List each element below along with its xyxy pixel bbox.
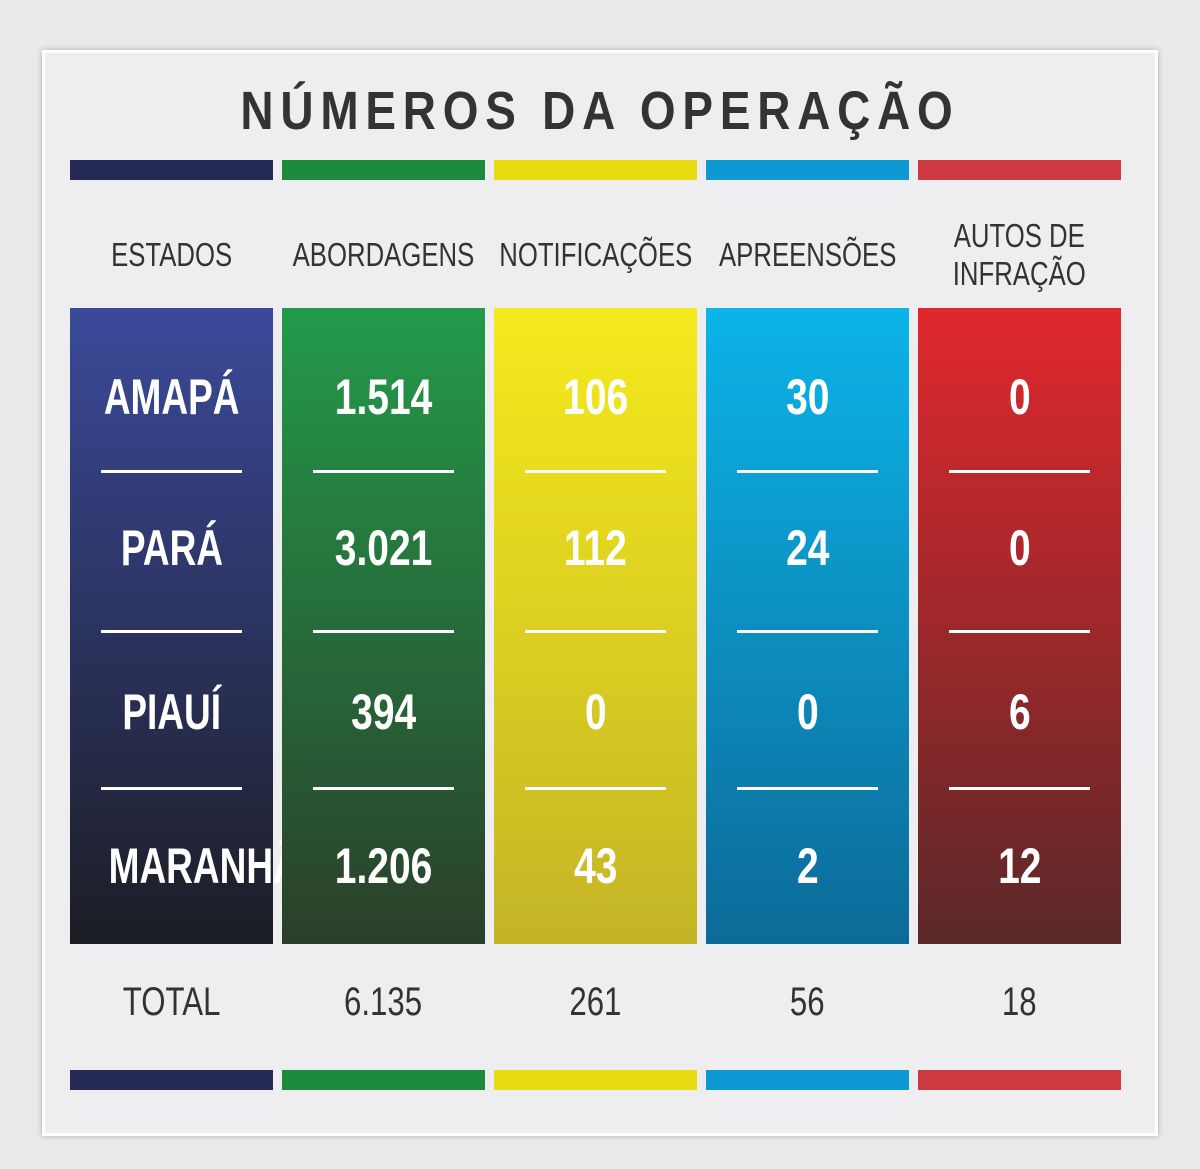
color-bar-bottom xyxy=(70,1070,273,1090)
cell-value: 12 xyxy=(997,838,1042,894)
row-separator xyxy=(101,470,242,473)
total-value: 18 xyxy=(918,972,1121,1032)
data-cell: 106 xyxy=(494,362,697,432)
column-header: ESTADOS xyxy=(70,210,273,300)
column-header: APREENSÕES xyxy=(706,210,909,300)
cell-value: 2 xyxy=(796,838,819,894)
cell-value: 43 xyxy=(573,838,618,894)
column-panel xyxy=(706,308,909,944)
total-label: TOTAL xyxy=(70,972,273,1032)
color-bar-bottom xyxy=(494,1070,697,1090)
cell-value: 0 xyxy=(796,684,819,740)
column-header-label: NOTIFICAÇÕES xyxy=(498,236,693,274)
state-name: PARÁ xyxy=(70,513,273,583)
data-cell: 1.206 xyxy=(282,831,485,901)
cell-value: 0 xyxy=(1008,369,1031,425)
data-cell: 112 xyxy=(494,513,697,583)
color-bar-top xyxy=(706,160,909,180)
data-cell: 394 xyxy=(282,677,485,747)
column-header-label: AUTOS DE INFRAÇÃO xyxy=(952,217,1086,292)
color-bar-bottom xyxy=(282,1070,485,1090)
page-title: NÚMEROS DA OPERAÇÃO xyxy=(240,81,960,141)
row-separator xyxy=(737,787,878,790)
cell-value: 1.514 xyxy=(334,369,433,425)
row-separator xyxy=(949,787,1090,790)
column-header: AUTOS DE INFRAÇÃO xyxy=(918,210,1121,300)
column-panel xyxy=(494,308,697,944)
state-name: AMAPÁ xyxy=(70,362,273,432)
cell-value: 1.206 xyxy=(334,838,433,894)
row-separator xyxy=(101,787,242,790)
row-separator xyxy=(525,630,666,633)
cell-value: 106 xyxy=(562,369,629,425)
column-header: NOTIFICAÇÕES xyxy=(494,210,697,300)
data-cell: 1.514 xyxy=(282,362,485,432)
row-separator xyxy=(737,630,878,633)
total-value: 6.135 xyxy=(282,972,485,1032)
row-separator xyxy=(737,470,878,473)
row-separator xyxy=(949,470,1090,473)
state-name: PIAUÍ xyxy=(70,677,273,747)
row-separator xyxy=(313,470,454,473)
total-text: 261 xyxy=(569,980,622,1024)
data-cell: 6 xyxy=(918,677,1121,747)
row-separator xyxy=(313,787,454,790)
color-bar-bottom xyxy=(918,1070,1121,1090)
cell-value: 0 xyxy=(584,684,607,740)
cell-value: PIAUÍ xyxy=(122,684,221,740)
data-cell: 0 xyxy=(706,677,909,747)
data-cell: 43 xyxy=(494,831,697,901)
cell-value: 394 xyxy=(350,684,417,740)
color-bar-bottom xyxy=(706,1070,909,1090)
column-header: ABORDAGENS xyxy=(282,210,485,300)
row-separator xyxy=(949,630,1090,633)
row-separator xyxy=(525,470,666,473)
cell-value: PARÁ xyxy=(120,520,223,576)
color-bar-top xyxy=(282,160,485,180)
total-text: 56 xyxy=(790,980,825,1024)
data-cell: 0 xyxy=(918,362,1121,432)
cell-value: 6 xyxy=(1008,684,1031,740)
data-cell: 0 xyxy=(918,513,1121,583)
total-text: TOTAL xyxy=(122,980,221,1024)
color-bar-top xyxy=(70,160,273,180)
column-header-label: ESTADOS xyxy=(110,236,233,274)
cell-value: 112 xyxy=(564,520,627,576)
row-separator xyxy=(525,787,666,790)
data-cell: 0 xyxy=(494,677,697,747)
total-text: 18 xyxy=(1002,980,1037,1024)
data-cell: 2 xyxy=(706,831,909,901)
row-separator xyxy=(313,630,454,633)
cell-value: 0 xyxy=(1008,520,1031,576)
column-panel xyxy=(918,308,1121,944)
cell-value: AMAPÁ xyxy=(103,369,240,425)
cell-value: 24 xyxy=(785,520,830,576)
cell-value: 30 xyxy=(785,369,830,425)
row-separator xyxy=(101,630,242,633)
column-panel xyxy=(70,308,273,944)
column-header-label: ABORDAGENS xyxy=(292,236,475,274)
total-value: 56 xyxy=(706,972,909,1032)
data-cell: 12 xyxy=(918,831,1121,901)
color-bar-top xyxy=(494,160,697,180)
total-text: 6.135 xyxy=(344,980,423,1024)
column-panel xyxy=(282,308,485,944)
data-cell: 3.021 xyxy=(282,513,485,583)
data-cell: 24 xyxy=(706,513,909,583)
state-name: MARANHÃO xyxy=(70,831,329,901)
column-header-label: APREENSÕES xyxy=(718,236,897,274)
data-cell: 30 xyxy=(706,362,909,432)
cell-value: 3.021 xyxy=(334,520,433,576)
total-value: 261 xyxy=(494,972,697,1032)
color-bar-top xyxy=(918,160,1121,180)
